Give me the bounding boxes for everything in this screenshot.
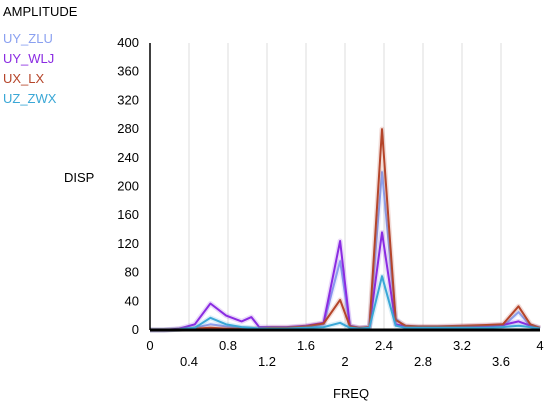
series-layer <box>150 126 541 333</box>
y-tick-labels: 0 40 80 120 160 200 240 280 320 360 400 <box>117 35 139 337</box>
y-tick-label: 160 <box>117 207 139 222</box>
legend-item: UY_ZLU <box>3 31 53 46</box>
x-axis-label: FREQ <box>333 386 369 401</box>
axes <box>149 43 540 332</box>
y-tick-label: 360 <box>117 64 139 79</box>
y-tick-label: 240 <box>117 150 139 165</box>
legend-item: UY_WLJ <box>3 51 54 66</box>
y-tick-label: 280 <box>117 121 139 136</box>
y-tick-label: 320 <box>117 92 139 107</box>
y-tick-label: 400 <box>117 35 139 50</box>
x-tick-label: 0 <box>146 338 153 353</box>
y-tick-label: 80 <box>125 265 139 280</box>
x-tick-label: 4 <box>536 338 543 353</box>
series-line-3 <box>150 128 541 331</box>
x-tick-label: 2.8 <box>414 354 432 369</box>
x-tick-label: 3.2 <box>453 338 471 353</box>
y-tick-label: 40 <box>125 293 139 308</box>
chart-title: AMPLITUDE <box>3 4 78 19</box>
x-tick-label: 3.6 <box>492 354 510 369</box>
x-tick-label: 2.4 <box>375 338 393 353</box>
x-tick-label: 2 <box>341 354 348 369</box>
y-tick-label: 200 <box>117 179 139 194</box>
series-line-4 <box>150 275 541 331</box>
x-tick-label: 1.2 <box>258 354 276 369</box>
y-tick-label: 120 <box>117 236 139 251</box>
legend: UY_ZLU UY_WLJ UX_LX UZ_ZWX <box>3 31 57 106</box>
y-tick-label: 0 <box>132 322 139 337</box>
legend-item: UX_LX <box>3 71 45 86</box>
y-axis-label: DISP <box>64 170 94 185</box>
x-tick-label: 1.6 <box>297 338 315 353</box>
x-tick-label: 0.8 <box>219 338 237 353</box>
legend-item: UZ_ZWX <box>3 91 57 106</box>
x-tick-labels: 0 0.8 1.6 2.4 3.2 4 0.4 1.2 2 2.8 3.6 <box>146 338 543 369</box>
x-tick-label: 0.4 <box>180 354 198 369</box>
